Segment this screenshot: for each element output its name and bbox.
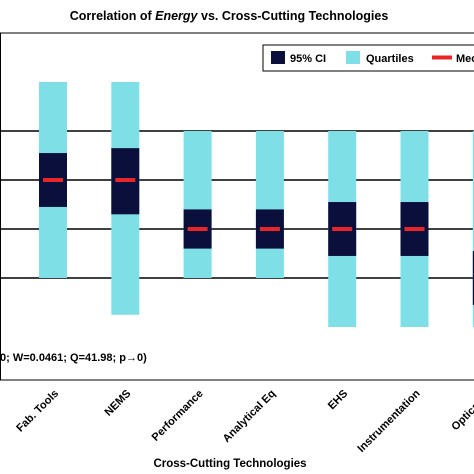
chart-title-emphasis: Energy <box>155 9 198 23</box>
gridlines <box>0 130 474 279</box>
legend-median-label: Mec <box>456 53 474 65</box>
chart-title-suffix: vs. Cross-Cutting Technologies <box>198 9 389 23</box>
x-tick-label-nems: NEMS <box>102 388 133 419</box>
median-mark-instrumentation <box>404 227 425 231</box>
box-nems <box>111 82 140 315</box>
box-ehs <box>328 131 357 327</box>
x-axis-label: Cross-Cutting Technologies <box>153 458 306 470</box>
quartile-bar-performance <box>183 131 212 278</box>
x-tick-label-instrumentation: Instrumentation <box>355 387 422 454</box>
chart-title: Correlation of Energy vs. Cross-Cutting … <box>70 9 389 23</box>
box-fab-tools <box>39 82 67 278</box>
legend-quartiles-swatch <box>346 51 360 64</box>
box-optical-te <box>472 131 474 327</box>
chart-title-prefix: Correlation of <box>70 9 155 23</box>
legend-ci-label: 95% CI <box>290 53 326 65</box>
legend-ci-swatch <box>271 51 285 64</box>
legend-quartiles-label: Quartiles <box>366 53 414 65</box>
stats-annotation: 0; W=0.0461; Q=41.98; p→0) <box>0 352 147 364</box>
median-mark-ehs <box>332 227 353 231</box>
median-mark-nems <box>115 178 136 182</box>
x-tick-labels: Fab. Tools NEMS Performance Analytical Eq EH… <box>14 387 474 454</box>
chart-frame <box>0 32 474 381</box>
median-mark-fab-tools <box>43 178 63 182</box>
x-tick-label-performance: Performance <box>150 388 206 444</box>
x-tick-label-analytical-eq: Analytical Eq <box>221 388 278 445</box>
x-tick-label-fab-tools: Fab. Tools <box>14 388 61 435</box>
box-analytical-eq <box>255 131 284 278</box>
x-tick-label-ehs: EHS <box>326 388 350 412</box>
quartile-bar-analytical-eq <box>255 131 284 278</box>
box-instrumentation <box>400 131 429 327</box>
quartile-bar-optical-te <box>472 131 474 327</box>
box-performance <box>183 131 212 278</box>
median-mark-analytical-eq <box>259 227 280 231</box>
x-tick-label-optical-te: Optical Te <box>449 388 474 434</box>
median-mark-performance <box>187 227 208 231</box>
box-series <box>39 82 474 327</box>
legend: 95% CI Quartiles Mec <box>262 44 474 72</box>
legend-median-swatch <box>432 55 452 60</box>
ci-bar-optical-te <box>472 251 474 305</box>
